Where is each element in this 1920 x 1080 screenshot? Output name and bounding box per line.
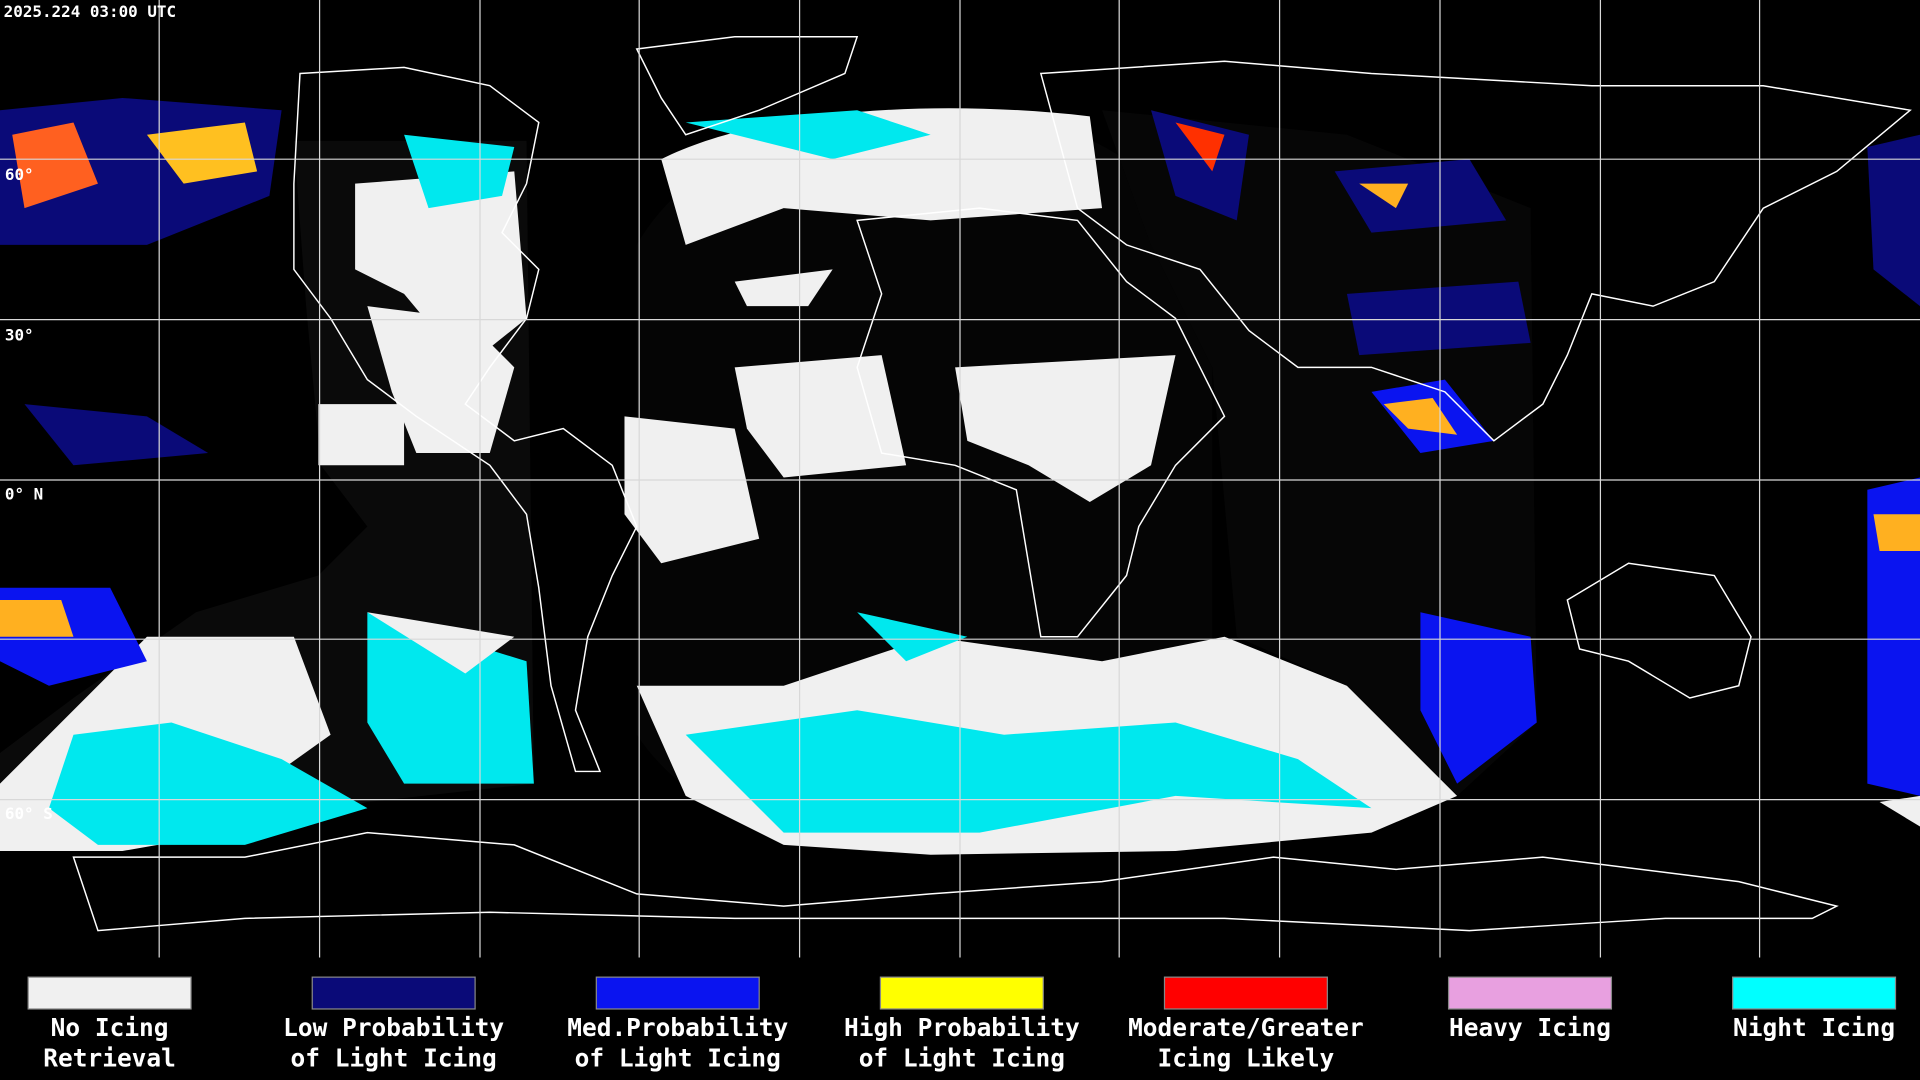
graticule: [0, 0, 1920, 958]
legend-label: Night Icing: [1733, 1013, 1895, 1042]
legend-label: of Light Icing: [575, 1044, 781, 1073]
legend-label: of Light Icing: [291, 1044, 497, 1073]
legend-swatch: [879, 976, 1044, 1010]
legend-label: No Icing: [51, 1013, 169, 1042]
legend-swatch: [311, 976, 476, 1010]
latitude-label: 60°: [5, 165, 34, 184]
legend-label: Moderate/Greater: [1128, 1013, 1364, 1042]
legend-swatch: [1163, 976, 1328, 1010]
legend-label: Icing Likely: [1158, 1044, 1335, 1073]
legend-label: Retrieval: [43, 1044, 176, 1073]
latitude-label: 0° N: [5, 485, 43, 504]
legend-label: Med.Probability: [567, 1013, 788, 1042]
legend-label: Low Probability: [283, 1013, 504, 1042]
legend-swatch: [1447, 976, 1613, 1010]
timestamp: 2025.224 03:00 UTC: [4, 2, 176, 21]
legend-label: High Probability: [844, 1013, 1080, 1042]
legend-swatch: [1732, 976, 1897, 1010]
legend-label: Heavy Icing: [1449, 1013, 1611, 1042]
legend-label: of Light Icing: [859, 1044, 1065, 1073]
latitude-label: 30°: [5, 325, 34, 344]
legend-swatch: [595, 976, 760, 1010]
legend-swatch: [27, 976, 192, 1010]
latitude-label: 60° S: [5, 804, 53, 823]
coastlines: [72, 36, 1912, 932]
